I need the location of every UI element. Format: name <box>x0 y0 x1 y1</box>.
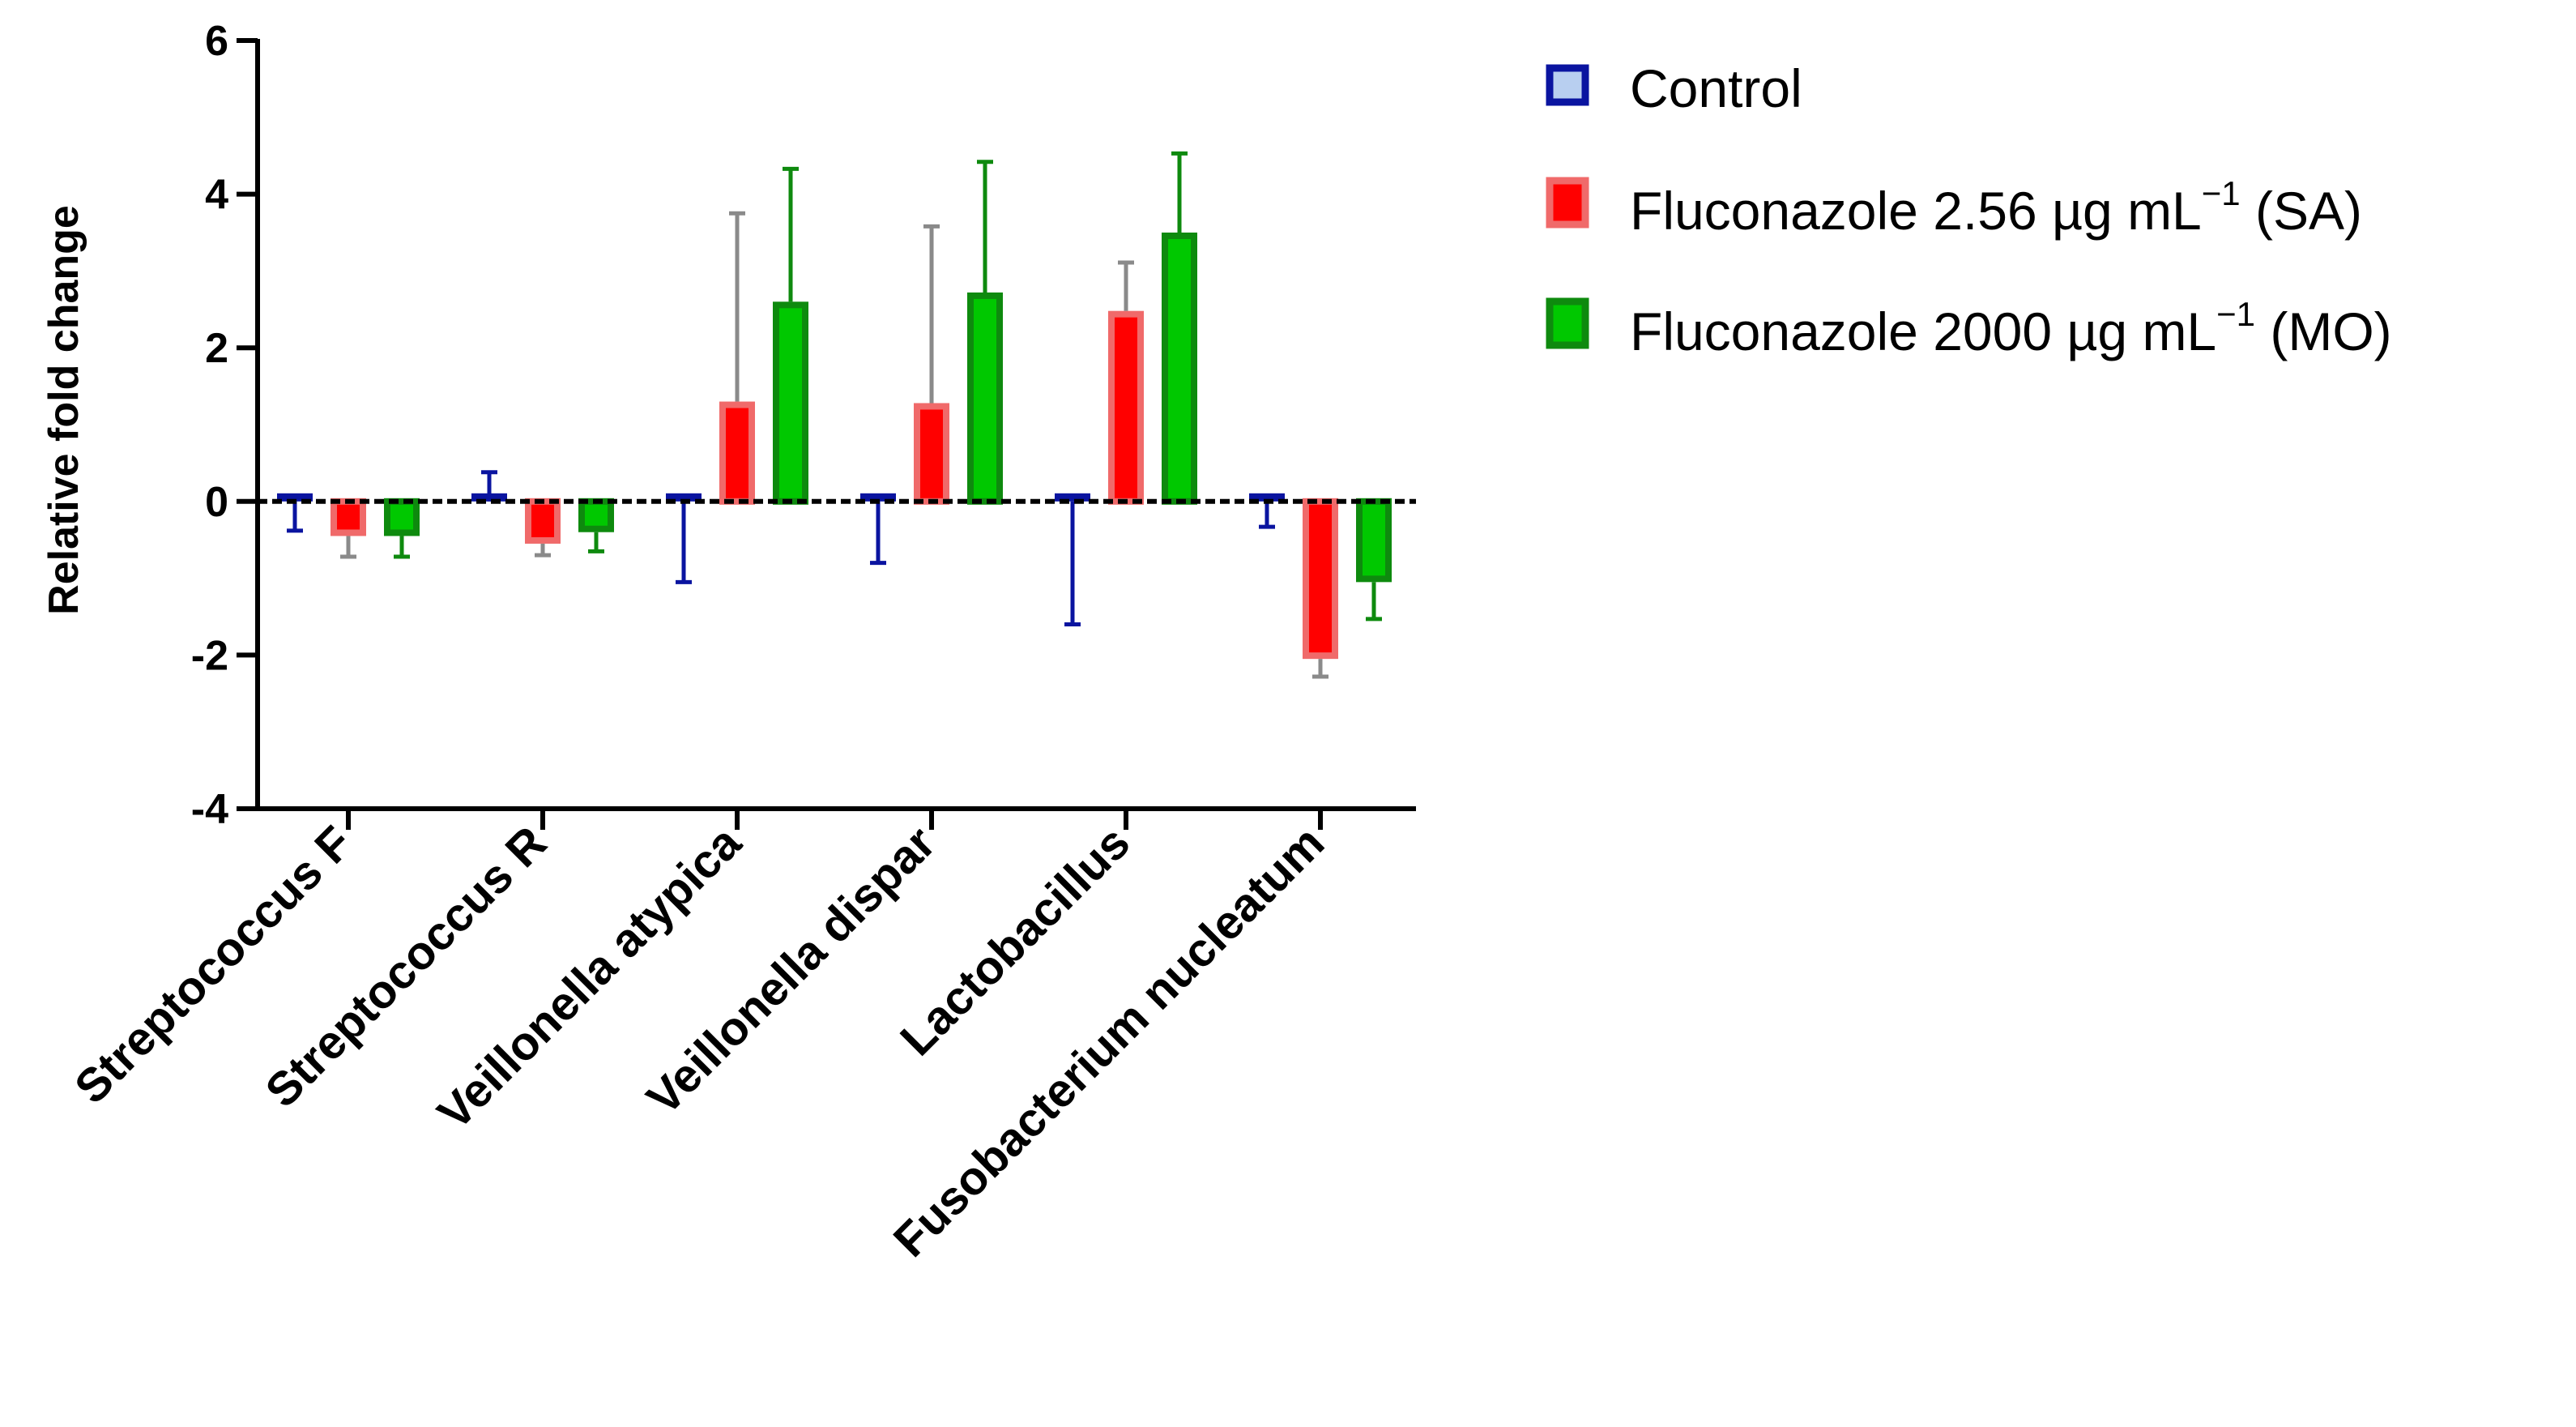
error-bars <box>287 151 1382 679</box>
y-tick-label: -2 <box>191 632 228 679</box>
bars <box>277 233 1392 660</box>
bar-fluconazole-2-56-g-ml-sa-lactobacillus <box>1108 310 1144 505</box>
bar-fluconazole-2000-g-ml-mo-veillonella-dispar <box>967 292 1003 505</box>
legend-item-fluconazole-sa: Fluconazole 2.56 µg mL−1 (SA) <box>1546 174 2362 241</box>
legend-item-control: Control <box>1546 58 1802 118</box>
y-tick-label: 4 <box>205 172 228 219</box>
bar-control-fusobacterium-nucleatum <box>1249 493 1285 502</box>
y-axis: 6 4 2 0 -2 -4 <box>191 18 260 833</box>
legend-label-fluconazole-sa: Fluconazole 2.56 µg mL−1 (SA) <box>1630 174 2362 241</box>
legend-item-fluconazole-mo: Fluconazole 2000 µg mL−1 (MO) <box>1546 295 2392 361</box>
bar-fluconazole-2000-g-ml-mo-streptococcus-r <box>578 498 614 532</box>
y-axis-title: Relative fold change <box>41 205 87 615</box>
bar-fluconazole-2000-g-ml-mo-lactobacillus <box>1162 233 1197 505</box>
bar-fluconazole-2-56-g-ml-sa-veillonella-atypica <box>719 401 755 505</box>
y-tick-label: 2 <box>205 325 228 372</box>
bar-control-lactobacillus <box>1055 493 1090 502</box>
bar-fluconazole-2-56-g-ml-sa-fusobacterium-nucleatum <box>1303 498 1338 660</box>
legend-swatch-fluconazole-mo <box>1546 297 1589 349</box>
bar-fluconazole-2-56-g-ml-sa-streptococcus-f <box>331 498 366 536</box>
legend-swatch-fluconazole-sa <box>1546 177 1589 229</box>
bar-fluconazole-2000-g-ml-mo-veillonella-atypica <box>773 301 808 505</box>
bar-fluconazole-2-56-g-ml-sa-veillonella-dispar <box>914 403 949 505</box>
y-tick-label: -4 <box>191 786 228 833</box>
bar-control-veillonella-dispar <box>860 493 896 502</box>
legend-swatch-control <box>1546 64 1589 106</box>
x-axis <box>255 806 1416 830</box>
legend-label-control: Control <box>1630 58 1802 118</box>
legend-label-fluconazole-mo: Fluconazole 2000 µg mL−1 (MO) <box>1630 295 2392 361</box>
y-tick-label: 0 <box>205 479 228 526</box>
legend: Control Fluconazole 2.56 µg mL−1 (SA) Fl… <box>1546 58 2392 361</box>
bar-control-veillonella-atypica <box>666 493 702 502</box>
bar-fluconazole-2-56-g-ml-sa-streptococcus-r <box>525 498 561 544</box>
y-tick-label: 6 <box>205 18 228 65</box>
bar-fluconazole-2000-g-ml-mo-fusobacterium-nucleatum <box>1356 498 1392 583</box>
bar-fluconazole-2000-g-ml-mo-streptococcus-f <box>384 498 420 536</box>
bar-control-streptococcus-f <box>277 493 313 502</box>
